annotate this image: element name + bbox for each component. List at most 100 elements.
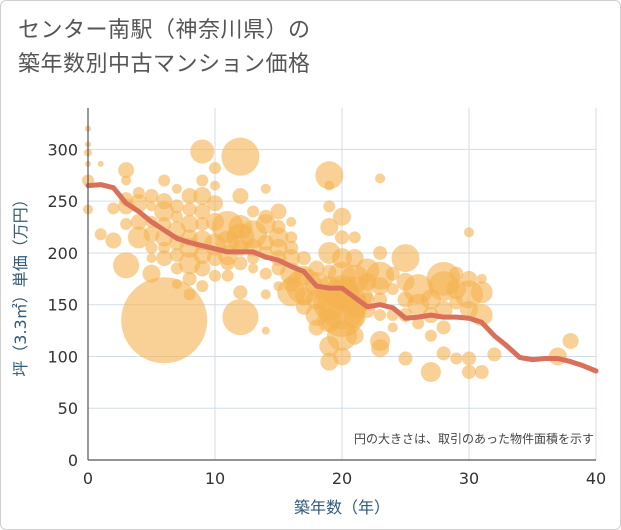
bubble-point [391, 244, 420, 273]
chart-title: センター南駅（神奈川県）の 築年数別中古マンション価格 [18, 14, 311, 82]
bubble-point [182, 202, 197, 217]
bubble-point [374, 309, 387, 322]
trend-layer [85, 182, 599, 374]
bubble-point [255, 213, 276, 234]
bubble-point [285, 231, 298, 244]
bubble-point [146, 201, 157, 212]
bubble-point [182, 271, 197, 286]
bubble-point [154, 201, 175, 222]
bubble-point [248, 263, 259, 274]
bubble-point [196, 280, 209, 293]
bubble-point [170, 210, 183, 223]
bubble-point [270, 203, 287, 220]
bubble-point [195, 216, 210, 231]
bubble-point [121, 277, 208, 364]
title-line-2: 築年数別中古マンション価格 [18, 52, 311, 77]
x-tick-label: 0 [83, 469, 93, 488]
bubble-point [259, 267, 272, 280]
bubble-point [320, 218, 339, 237]
bubble-point [450, 352, 463, 365]
bubble-point [449, 266, 464, 281]
size-note: 円の大きさは、取引のあった物件面積を示す [354, 431, 594, 446]
bubble-point [107, 202, 120, 215]
bubble-point [323, 200, 336, 213]
bubble-point [315, 161, 344, 190]
y-tick-label: 0 [68, 451, 78, 470]
bubble-point [436, 346, 451, 361]
bubble-point [145, 241, 158, 254]
bubble-point [398, 351, 413, 366]
bubble-point [387, 322, 398, 333]
bubble-point [487, 347, 502, 362]
bubble-point [221, 137, 260, 176]
x-tick-label: 10 [205, 469, 225, 488]
bubble-point [436, 320, 451, 335]
y-tick-label: 250 [47, 192, 78, 211]
bubble-point [296, 251, 311, 266]
bubble-point [121, 175, 132, 186]
y-tick-label: 200 [47, 244, 78, 263]
bubble-point [193, 187, 212, 205]
bubble-point [474, 365, 489, 379]
bubble-point [209, 269, 221, 282]
bubble-point [113, 252, 140, 279]
bubble-point [146, 253, 157, 264]
bubble-point [233, 285, 248, 300]
bubble-point [260, 289, 271, 300]
axes [87, 108, 596, 461]
bubble-point [232, 188, 249, 204]
bubble-point [207, 195, 223, 212]
bubble-point [562, 332, 579, 349]
bubble-point [156, 250, 173, 267]
bubble-point [171, 183, 182, 194]
bubble-point [412, 317, 425, 330]
bubble-point [220, 256, 235, 271]
x-tick-label: 20 [332, 469, 352, 488]
bubble-point [169, 199, 184, 214]
y-tick-label: 150 [47, 296, 78, 315]
bubble-point [94, 228, 107, 241]
bubble-point [470, 281, 493, 304]
bubble-point [333, 207, 351, 226]
y-tick-label: 100 [47, 347, 78, 366]
bubble-point [464, 227, 474, 238]
bubble-point [371, 339, 390, 358]
bubble-point [247, 205, 260, 218]
bubble-point [120, 217, 133, 230]
bubble-point [345, 326, 364, 345]
bubble-point [375, 173, 386, 184]
bubble-point [144, 189, 159, 203]
bubble-point [209, 162, 221, 175]
bubble-point [118, 162, 135, 179]
bubble-point [420, 362, 441, 382]
y-tick-label: 300 [47, 140, 78, 159]
bubble-point [386, 283, 399, 296]
tick-labels: 0 10 20 30 40 0 50 100 150 200 250 300 [47, 140, 606, 488]
bubble-point [171, 279, 182, 289]
bubble-point [261, 326, 270, 335]
bubble-point [308, 260, 325, 277]
bubble-point [373, 245, 388, 260]
bubble-point [196, 174, 209, 187]
trend-line [85, 182, 599, 374]
bubble-point [324, 180, 335, 191]
title-line-1: センター南駅（神奈川県）の [18, 18, 311, 43]
bubble-point [183, 288, 196, 301]
bubble-point [327, 320, 357, 351]
bubble-point [190, 139, 215, 164]
bubble-point [158, 174, 171, 187]
bubble-point [286, 216, 297, 227]
y-axis-label: 坪（3.3㎡）単価（万円） [11, 191, 30, 376]
bubble-point [333, 347, 351, 366]
bubble-point [233, 256, 248, 271]
x-axis-label: 築年数（年） [294, 498, 390, 517]
x-tick-label: 30 [459, 469, 479, 488]
bubble-point [385, 266, 400, 281]
bubble-point [222, 299, 259, 336]
bubble-point [476, 273, 487, 284]
bubble-point [194, 260, 211, 277]
bubble-point [181, 188, 198, 204]
bubble-point [424, 329, 437, 342]
x-tick-label: 40 [586, 469, 606, 488]
